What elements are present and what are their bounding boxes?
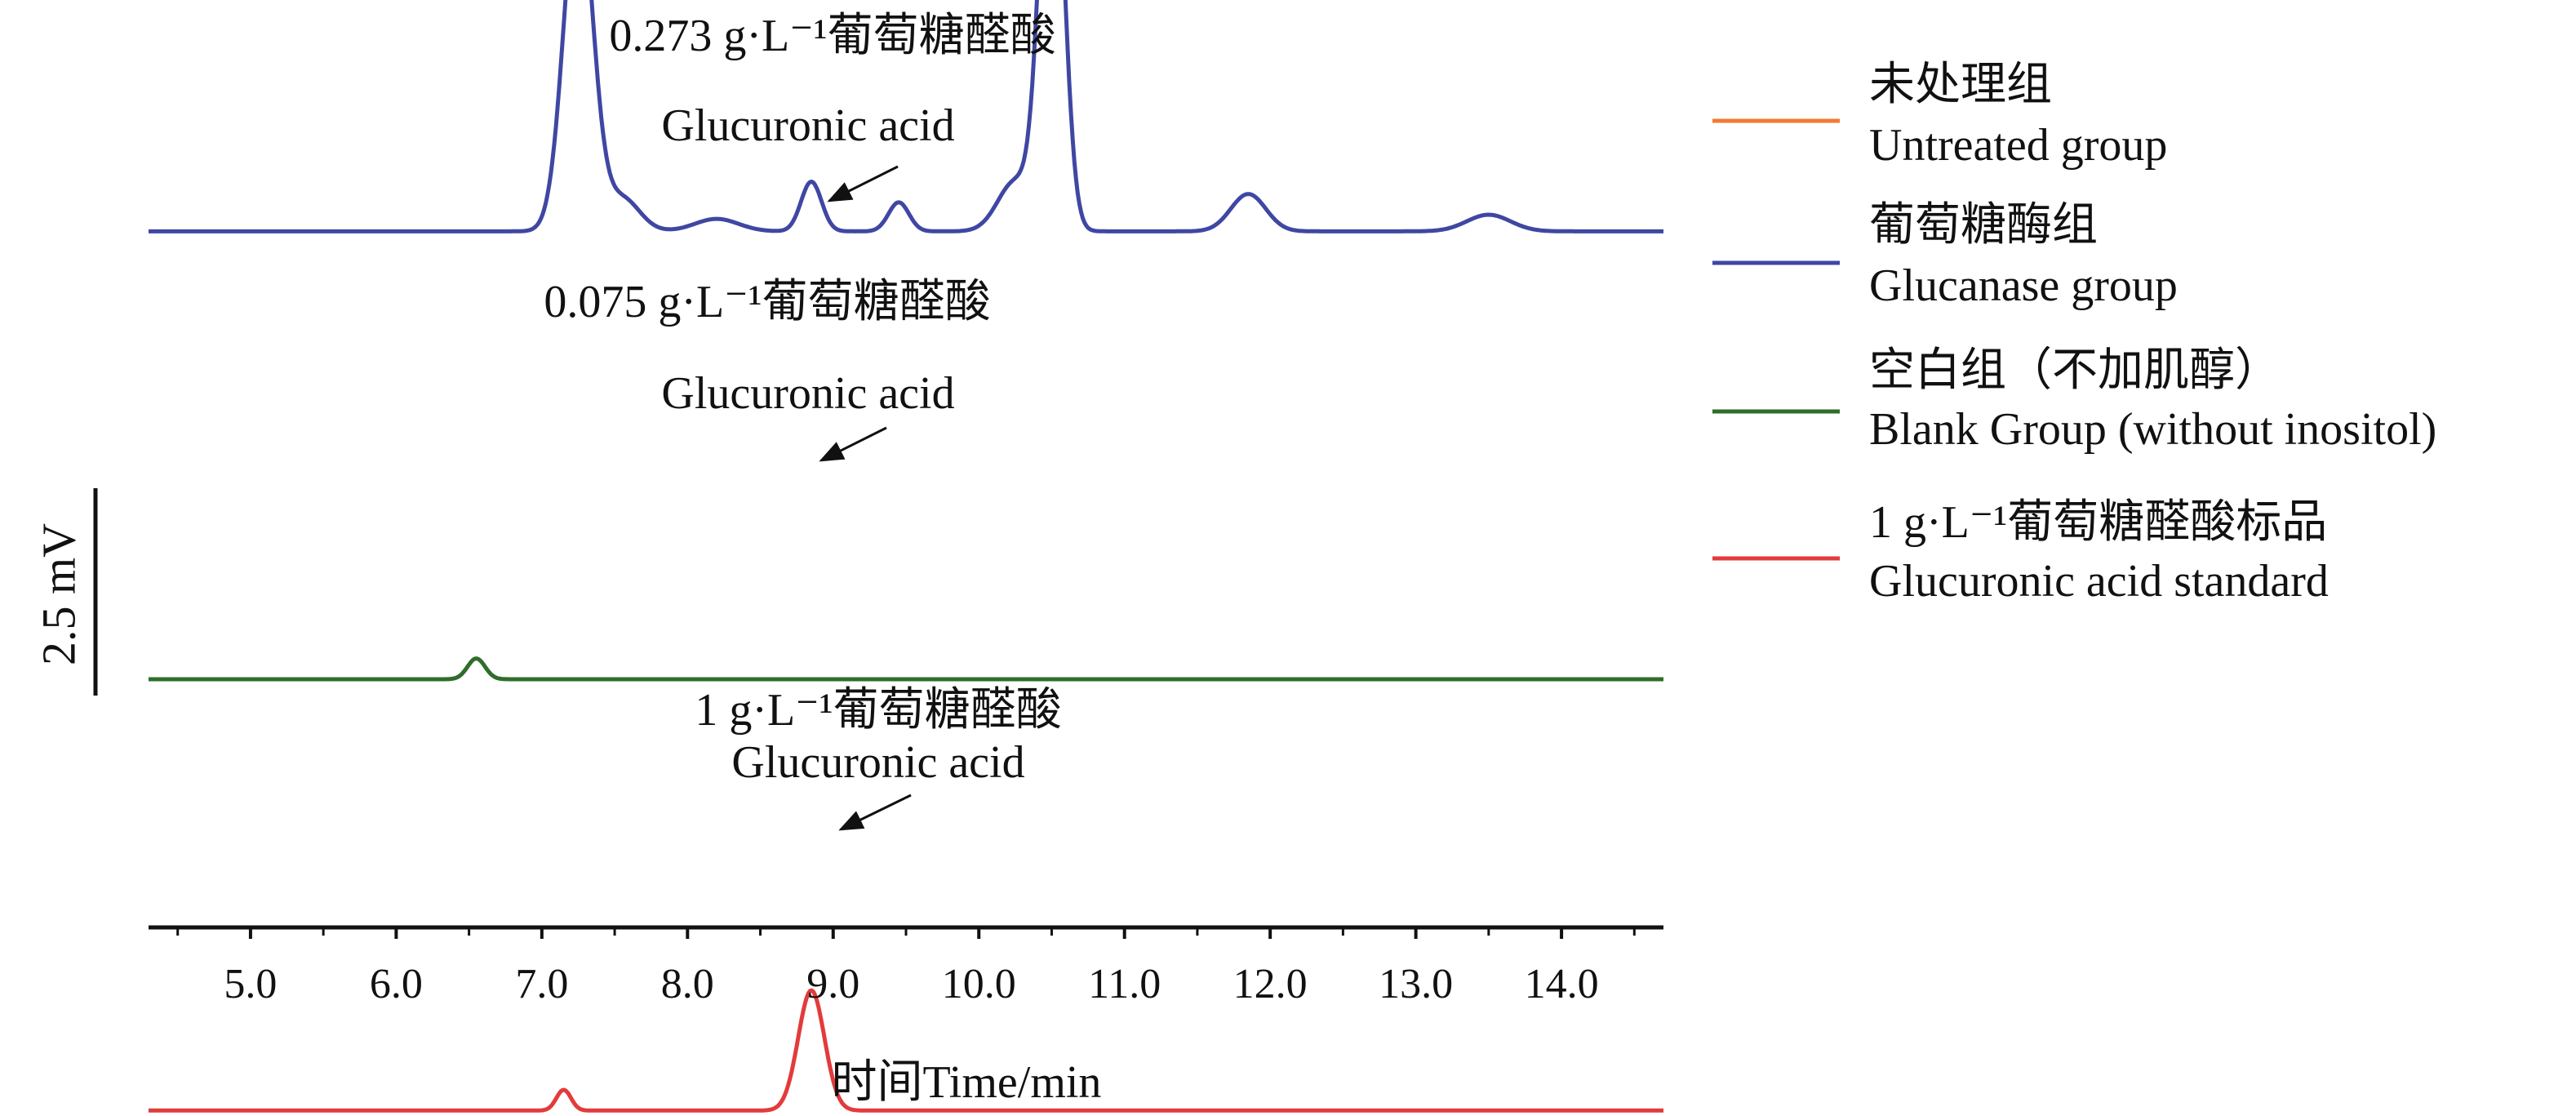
x-tick-label: 13.0 (1379, 961, 1453, 1007)
peak-annotation-label: 0.075 g·L⁻¹葡萄糖醛酸 (544, 277, 990, 327)
legend-label-en-blank: Blank Group (without inositol) (1869, 404, 2436, 455)
x-tick-label: 6.0 (370, 961, 423, 1007)
legend-label-glucanase: 葡萄糖酶组 (1869, 200, 2098, 251)
annotation-arrow (827, 165, 899, 202)
annotation-layer: 0.273 g·L⁻¹葡萄糖醛酸 Glucuronic acid 0.075 g·L… (544, 11, 1062, 831)
x-tick-layer: 5.0 6.0 7.0 8.0 9.0 10.0 11.0 12.0 13.0 14.0 (176, 927, 1636, 1007)
x-tick-label: 10.0 (942, 961, 1016, 1007)
peak-annotation-label-en: Glucuronic acid (661, 368, 954, 419)
legend-label-en-untreated: Untreated group (1869, 120, 2167, 171)
series-layer (148, 0, 1664, 1113)
legend-label-untreated: 未处理组 (1869, 60, 2052, 110)
legend-label-en-standard: Glucuronic acid standard (1869, 556, 2329, 607)
x-tick-label: 12.0 (1233, 961, 1308, 1007)
x-tick-label: 5.0 (224, 961, 277, 1007)
x-tick-label: 14.0 (1525, 961, 1599, 1007)
legend-label-standard: 1 g·L⁻¹葡萄糖醛酸标品 (1869, 497, 2327, 548)
legend-label-en-glucanase: Glucanase group (1869, 260, 2178, 311)
x-tick-label: 8.0 (661, 961, 714, 1007)
series-line-glucanase (148, 0, 1664, 233)
peak-annotation-label-en: Glucuronic acid (661, 100, 954, 151)
annotation-arrow (838, 794, 912, 831)
x-axis-label: 时间Time/min (832, 1057, 1102, 1108)
series-line-blank (148, 656, 1664, 682)
x-tick-label: 7.0 (515, 961, 568, 1007)
scale-bar-label: 2.5 mV (32, 523, 85, 665)
legend-label-blank: 空白组（不加肌醇） (1869, 345, 2281, 396)
legend: 未处理组 Untreated group 葡萄糖酶组 Glucanase group 空… (1712, 60, 2436, 607)
peak-annotation-label-en: Glucuronic acid (731, 737, 1024, 788)
x-tick-label: 9.0 (806, 961, 859, 1007)
x-tick-label: 11.0 (1088, 961, 1161, 1007)
peak-annotation-label: 0.273 g·L⁻¹葡萄糖醛酸 (609, 11, 1055, 61)
series-line-standard (148, 988, 1664, 1113)
annotation-arrow (819, 426, 887, 462)
peak-annotation-label: 1 g·L⁻¹葡萄糖醛酸 (695, 685, 1061, 736)
